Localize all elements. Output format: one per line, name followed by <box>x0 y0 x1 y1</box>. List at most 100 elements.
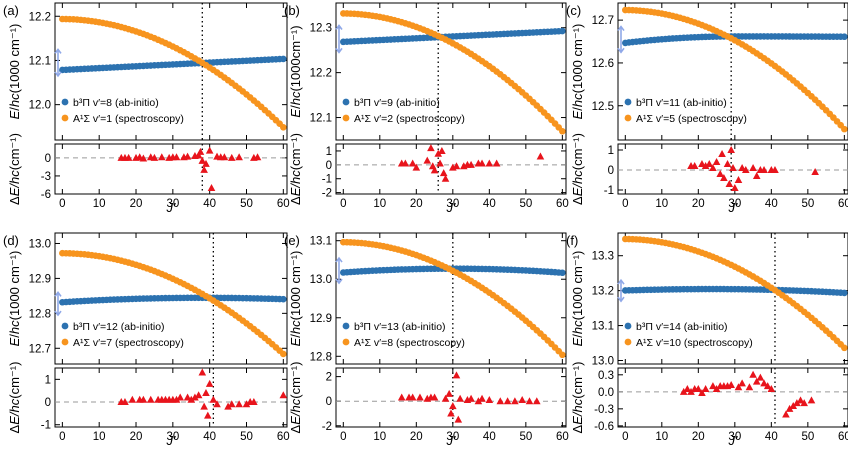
residual-point <box>279 391 288 399</box>
energy-gap-arrow <box>617 278 625 303</box>
y-tick-label: 13.3 <box>592 251 614 263</box>
residual-point <box>227 400 236 408</box>
residual-point <box>128 395 137 403</box>
residual-point <box>220 153 229 161</box>
x-axis-label: J′ <box>446 200 457 215</box>
residual-point <box>202 388 210 396</box>
residual-point <box>760 379 768 387</box>
residual-point <box>745 383 754 391</box>
residual-point <box>709 382 717 390</box>
residual-point <box>198 368 207 376</box>
residual-point <box>200 165 208 173</box>
lower-y-axis-label: ΔE/hc(cm⁻¹) <box>288 133 303 205</box>
residual-point <box>727 146 735 153</box>
residual-point <box>793 399 801 407</box>
series-a1sigma <box>340 238 566 359</box>
lower-frame <box>54 367 288 428</box>
residual-point <box>683 384 692 392</box>
data-point <box>841 33 848 41</box>
x-tick-label: 20 <box>130 431 143 443</box>
legend: b³Π v′=12 (ab-initio) A¹Σ v′=7 (spectrosc… <box>61 321 184 349</box>
energy-gap-arrow <box>54 291 62 317</box>
legend-marker-b3pi <box>61 98 69 106</box>
upper-plot: 12.0 12.1 12.2 b³Π v′=8 (ab-initio) A¹Σ v′=1… <box>7 2 288 141</box>
x-tick-label: 10 <box>373 198 386 210</box>
residual-point <box>172 395 181 403</box>
y-tick-label: -2 <box>322 188 332 200</box>
panel-label: (d) <box>3 233 19 248</box>
y-tick-label: 12.6 <box>592 58 614 70</box>
residual-point <box>194 391 203 399</box>
y-tick-label: -3 <box>41 171 51 183</box>
legend-label-b3pi: b³Π v′=11 (ab-initio) <box>636 97 727 109</box>
residual-point <box>785 404 794 412</box>
residual-point <box>771 166 779 173</box>
residual-point <box>205 146 214 154</box>
x-tick-label: 50 <box>519 198 532 210</box>
y-tick-label: 0 <box>326 396 332 408</box>
upper-frame <box>617 232 848 365</box>
data-point <box>559 269 566 277</box>
residual-point <box>452 371 461 379</box>
residual-point <box>467 394 475 402</box>
residual-point <box>705 160 714 167</box>
series-a1sigma <box>622 235 848 352</box>
residual-point <box>397 393 406 401</box>
legend-label-a1sigma: A¹Σ v′=1 (spectroscopy) <box>73 113 184 125</box>
residual-point <box>235 400 243 408</box>
upper-frame <box>54 2 288 141</box>
panel-c: 12.5 12.6 12.7 b³Π v′=11 (ab-initio) A¹Σ v′=… <box>566 2 848 215</box>
residual-point <box>478 394 486 402</box>
y-tick-label: 12.2 <box>29 11 51 23</box>
y-tick-label: 13.0 <box>592 356 614 368</box>
y-tick-label: 12.9 <box>310 313 332 325</box>
legend: b³Π v′=14 (ab-initio) A¹Σ v′=10 (spectros… <box>624 321 753 349</box>
y-tick-label: 1 <box>608 145 614 157</box>
y-tick-label: 0.0 <box>598 387 614 399</box>
residual-point <box>191 393 199 401</box>
upper-y-axis-label: E/hc(1000 cm⁻¹) <box>7 251 22 347</box>
x-tick-label: 50 <box>801 198 814 210</box>
panel-label: (e) <box>284 233 300 248</box>
data-point <box>280 55 287 63</box>
panel-d: 12.7 12.8 12.9 13.0 b³Π v′=12 (ab-initio) A¹Σ… <box>3 232 290 448</box>
data-point <box>841 289 848 297</box>
y-tick-label: 12.8 <box>29 308 51 320</box>
x-tick-label: 50 <box>801 431 814 443</box>
x-tick-label: 40 <box>765 431 778 443</box>
legend-marker-b3pi <box>342 98 350 106</box>
residual-point <box>202 159 210 167</box>
residual-point <box>511 397 519 405</box>
residual-point <box>224 402 232 410</box>
legend-label-a1sigma: A¹Σ v′=10 (spectroscopy) <box>636 337 753 349</box>
upper-y-axis-label: E/hc(1000cm⁻¹) <box>288 25 303 117</box>
y-tick-label: 13.0 <box>310 274 332 286</box>
residual-point <box>209 395 218 403</box>
y-tick-label: -1 <box>322 174 332 186</box>
y-tick-label: 12.1 <box>310 113 332 125</box>
y-tick-label: -0.3 <box>594 404 614 416</box>
y-tick-label: 12.3 <box>310 23 332 35</box>
y-tick-label: 13.2 <box>592 286 614 298</box>
data-point <box>559 27 566 35</box>
residual-point <box>532 397 541 405</box>
residual-point <box>767 384 776 392</box>
legend-marker-a1sigma <box>61 114 69 122</box>
residual-point <box>749 370 757 378</box>
residual-point <box>729 164 737 171</box>
panel-e: 12.8 12.9 13.0 13.1 b³Π v′=13 (ab-initio) A¹Σ… <box>284 232 569 448</box>
x-axis-label: J′ <box>728 200 739 215</box>
panel-f: 13.0 13.1 13.2 13.3 b³Π v′=14 (ab-initio) A¹Σ… <box>566 232 848 448</box>
y-tick-label: 12.1 <box>29 55 51 67</box>
lower-plot: -0.6 -0.3 0.0 0.3 0 10 20 30 40 50 60 ΔE/hc(cm⁻¹) J′ <box>570 362 848 448</box>
y-tick-label: -2 <box>322 421 332 433</box>
legend-marker-a1sigma <box>624 114 632 122</box>
residual-point <box>412 163 421 171</box>
residual-point <box>401 159 410 167</box>
legend-label-a1sigma: A¹Σ v′=2 (spectroscopy) <box>354 113 465 125</box>
x-tick-label: 0 <box>59 198 65 210</box>
residual-point <box>716 170 725 177</box>
residual-point <box>467 160 475 168</box>
upper-plot: 12.5 12.6 12.7 b³Π v′=11 (ab-initio) A¹Σ v′=… <box>570 2 848 141</box>
